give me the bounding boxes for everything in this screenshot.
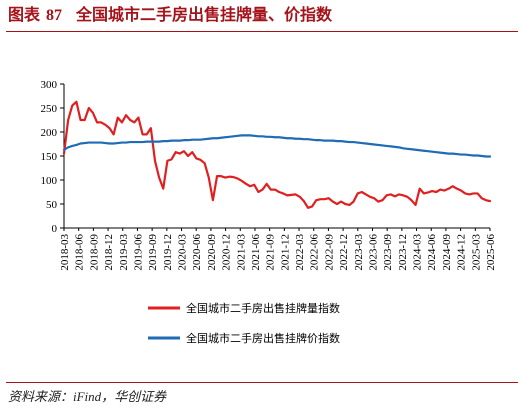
y-tick-label: 0 [52,223,58,235]
x-tick-label: 2018-12 [103,234,115,271]
x-tick-label: 2024-06 [426,234,438,271]
x-tick-label: 2019-06 [132,234,144,271]
legend-label: 全国城市二手房出售挂牌价指数 [186,331,340,345]
x-tick-label: 2019-03 [118,234,130,271]
x-tick-label: 2024-09 [441,234,453,271]
x-tick-label: 2021-03 [235,234,247,271]
x-tick-label: 2022-09 [323,234,335,271]
x-tick-label: 2023-09 [382,234,394,271]
legend-label: 全国城市二手房出售挂牌量指数 [186,301,340,315]
x-tick-label: 2023-03 [353,234,365,271]
x-tick-label: 2024-12 [456,234,468,271]
x-tick-label: 2020-03 [177,234,189,271]
x-tick-label: 2022-06 [309,234,321,271]
x-tick-label: 2019-12 [162,234,174,271]
y-axis: 0 50 100 150 200 250 300 [41,79,65,235]
x-tick-label: 2022-03 [294,234,306,271]
y-tick-label: 100 [41,175,58,187]
x-tick-label: 2018-03 [59,234,71,271]
x-axis: 2018-03 2018-06 2018-09 2018-12 2019-03 2019-… [59,227,497,271]
y-tick-label: 150 [41,151,58,163]
x-tick-label: 2020-12 [221,234,233,271]
x-tick-label: 2025-06 [485,234,497,271]
series-line-price-index [62,134,492,158]
x-tick-label: 2023-12 [397,234,409,271]
x-tick-label: 2020-09 [206,234,218,271]
figure-title: 图表 87 全国城市二手房出售挂牌量、价指数 [8,4,332,28]
title-rule [6,31,518,32]
x-tick-label: 2021-09 [265,234,277,271]
y-tick-label: 250 [41,103,58,115]
line-chart: 0 50 100 150 200 250 300 2018-03 2018-06 2018-09… [41,79,498,345]
x-tick-label: 2020-06 [191,234,203,271]
y-tick-label: 50 [46,199,58,211]
series-line-volume-index [62,100,492,209]
x-tick-label: 2019-09 [147,234,159,271]
x-tick-label: 2023-06 [367,234,379,271]
figure-label: 图表 [8,7,41,24]
x-tick-label: 2021-12 [279,234,291,271]
x-tick-label: 2018-06 [74,234,86,271]
x-tick-label: 2022-12 [338,234,350,271]
figure-number: 87 [46,7,63,24]
source-rule [6,382,518,383]
y-tick-label: 300 [41,79,58,91]
figure-title-text: 全国城市二手房出售挂牌量、价指数 [76,7,333,24]
source-note: 资料来源：iFind，华创证券 [8,389,167,404]
x-tick-label: 2025-03 [470,234,482,271]
y-tick-label: 200 [41,127,58,139]
x-tick-label: 2018-09 [88,234,100,271]
x-tick-label: 2021-06 [250,234,262,271]
x-tick-label: 2024-03 [412,234,424,271]
series-layer [62,100,492,209]
